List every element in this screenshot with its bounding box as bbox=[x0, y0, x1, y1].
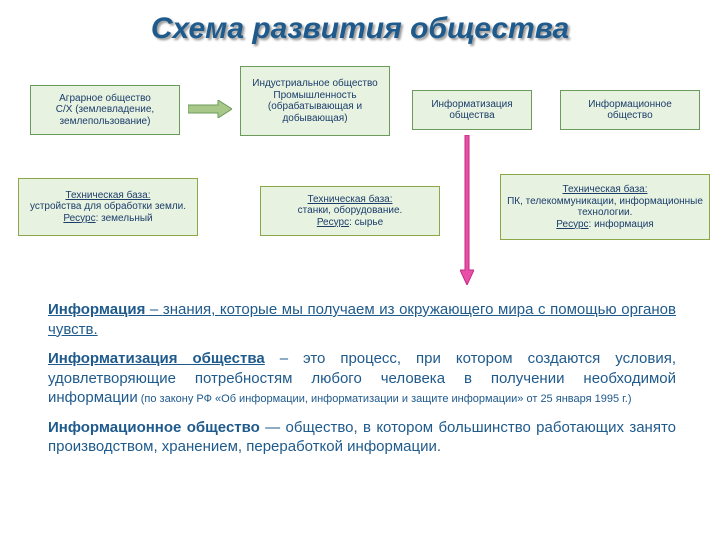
def-informatization: Информатизация общества – это процесс, п… bbox=[48, 349, 676, 408]
box-text: Информационное общество bbox=[565, 99, 695, 122]
arrow-right-icon bbox=[188, 100, 232, 118]
box-base3: Техническая база: ПК, телекоммуникации, … bbox=[500, 174, 710, 240]
box-base2: Техническая база: станки, оборудование. … bbox=[260, 186, 440, 236]
box-industrial: Индустриальное обществоПромышленность (о… bbox=[240, 66, 390, 136]
def-information: Информация – знания, которые мы получаем… bbox=[48, 300, 676, 339]
box-text: Техническая база: станки, оборудование. … bbox=[298, 194, 403, 229]
box-text: Информатизация общества bbox=[417, 99, 527, 122]
box-information: Информационное общество bbox=[560, 90, 700, 130]
arrow-down-icon bbox=[460, 135, 474, 285]
box-text: Техническая база: ПК, телекоммуникации, … bbox=[505, 184, 705, 230]
box-text: Индустриальное обществоПромышленность (о… bbox=[245, 78, 385, 124]
box-informatization: Информатизация общества bbox=[412, 90, 532, 130]
def-infosociety: Информационное общество — общество, в ко… bbox=[48, 418, 676, 457]
box-base1: Техническая база: устройства для обработ… bbox=[18, 178, 198, 236]
box-text: Аграрное обществоС/Х (землевладение, зем… bbox=[35, 93, 175, 128]
box-text: Техническая база: устройства для обработ… bbox=[30, 190, 186, 225]
box-agrarian: Аграрное обществоС/Х (землевладение, зем… bbox=[30, 85, 180, 135]
page-title: Схема развития общества bbox=[0, 0, 720, 54]
definitions-block: Информация – знания, которые мы получаем… bbox=[48, 300, 676, 467]
